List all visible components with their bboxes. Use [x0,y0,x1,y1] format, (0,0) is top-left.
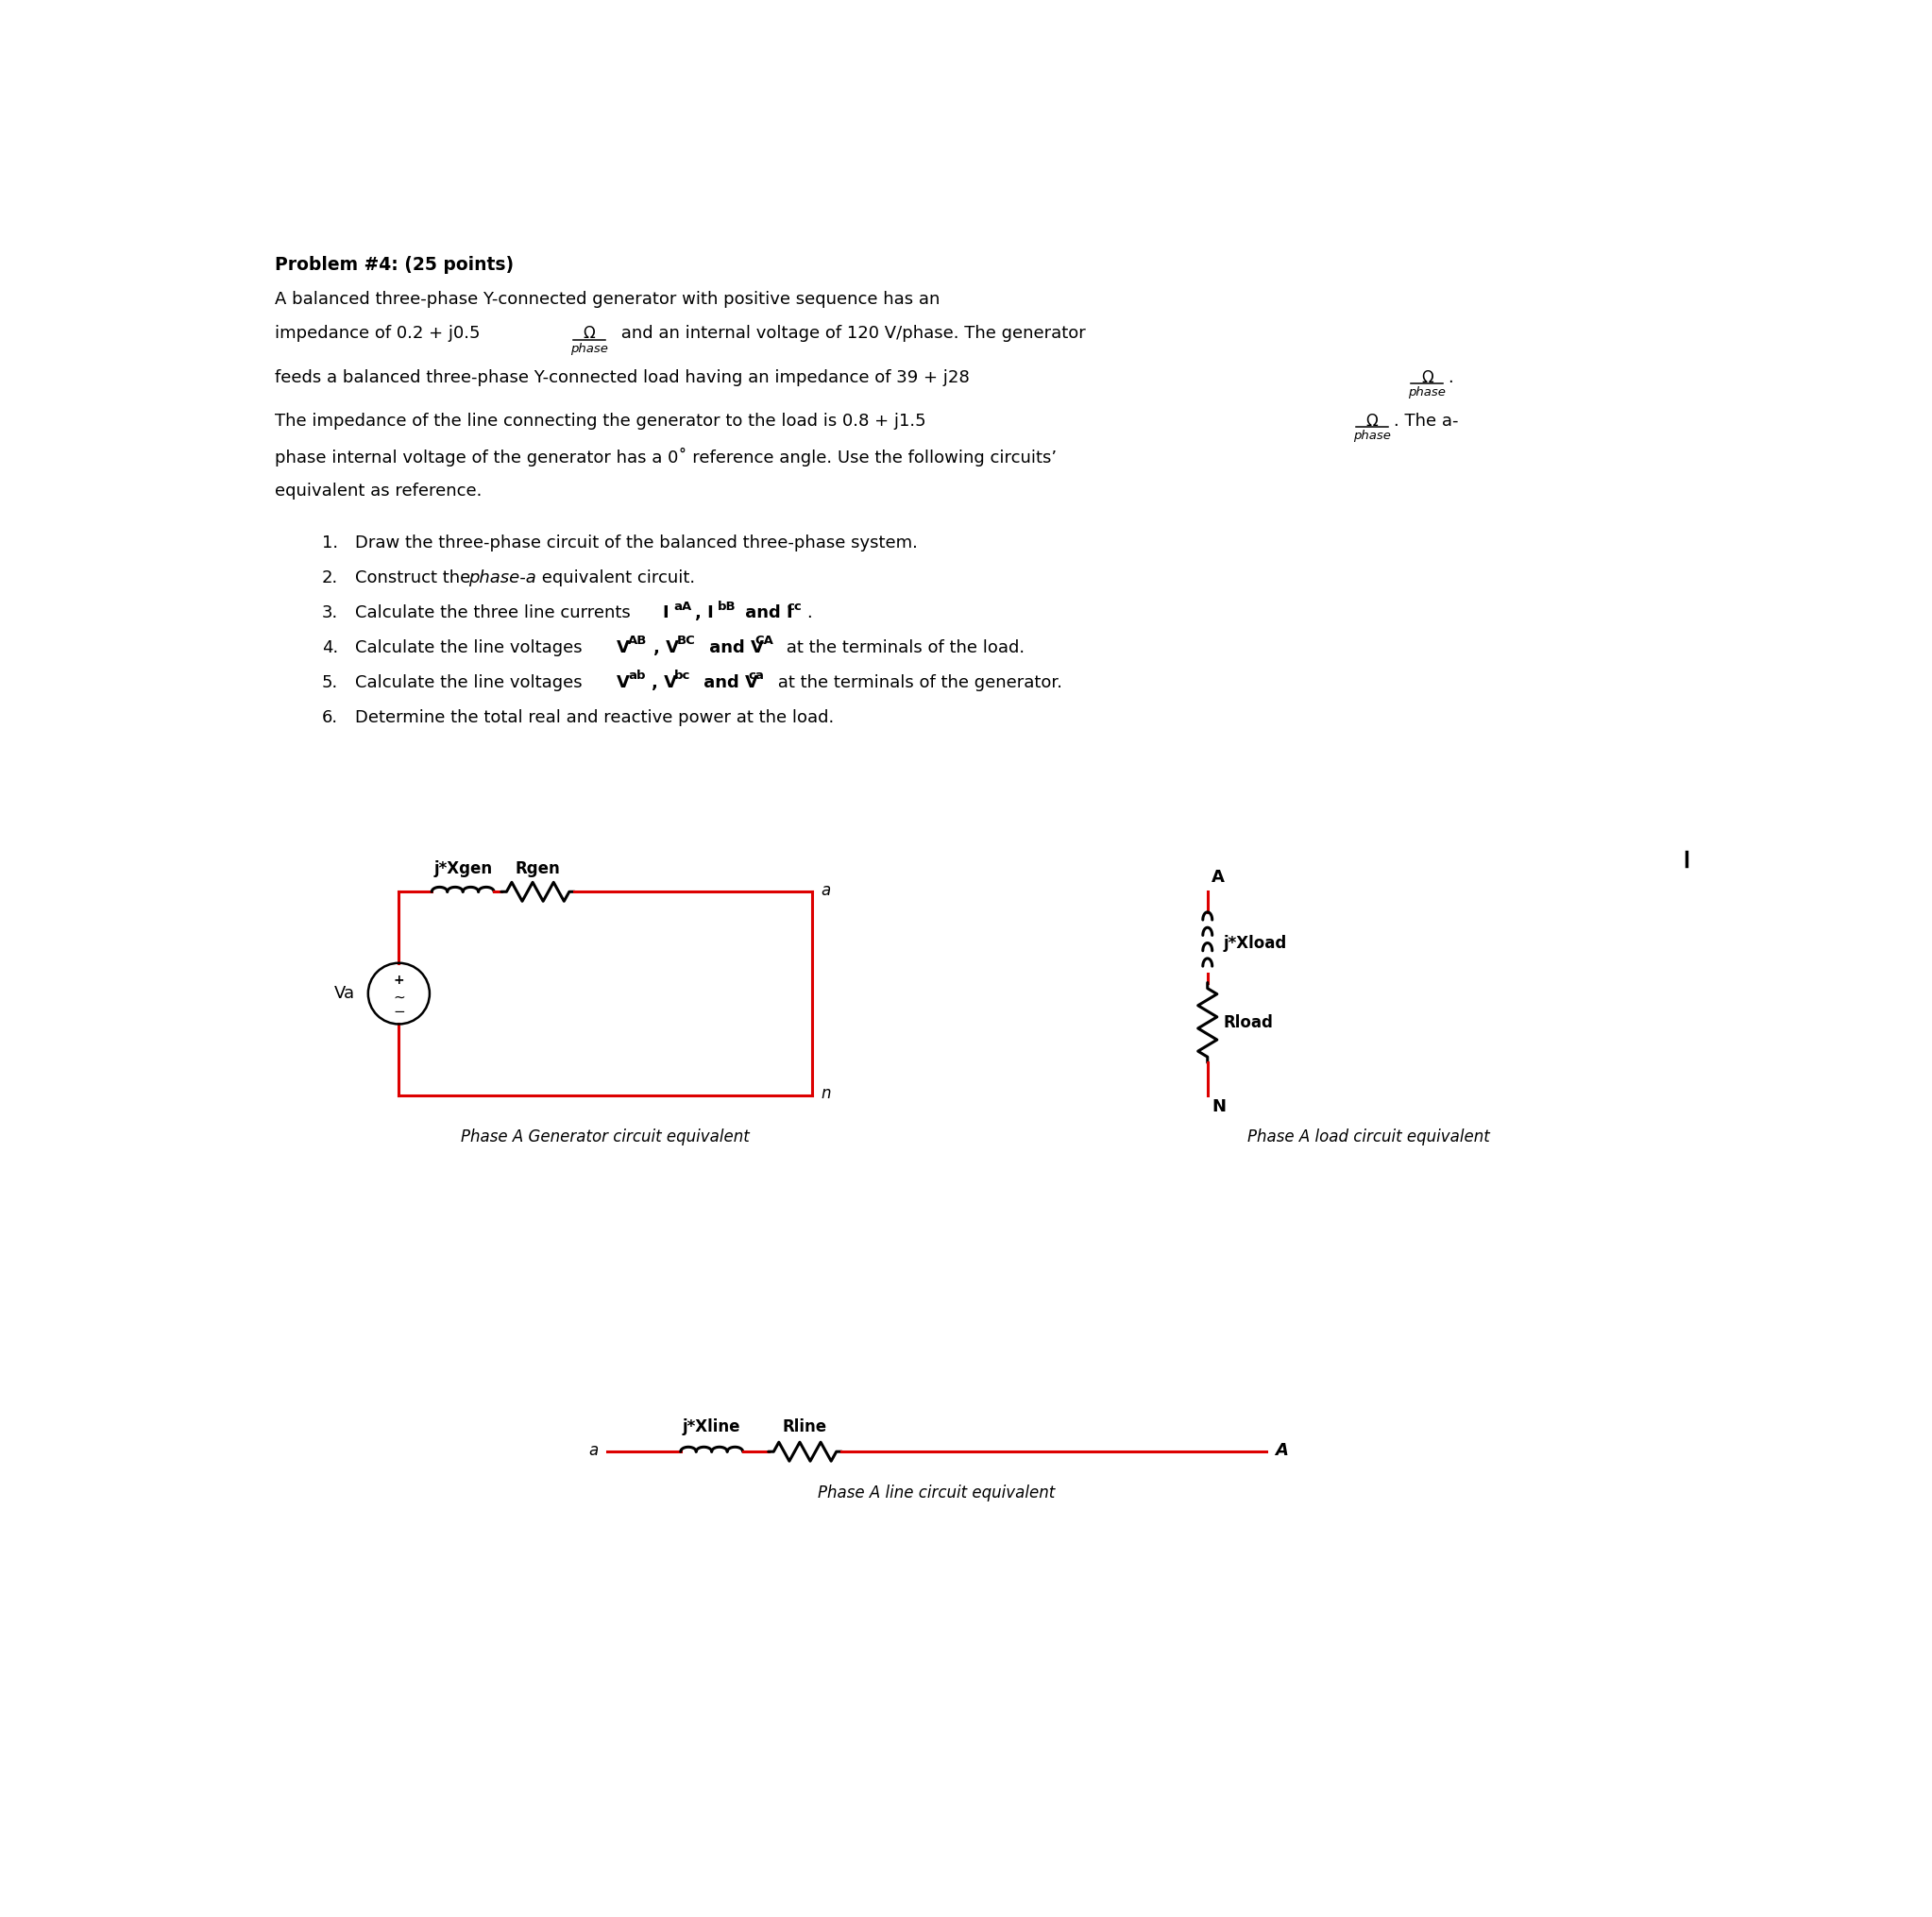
Text: .: . [806,604,811,621]
Text: +: + [394,974,404,987]
Text: ~: ~ [392,989,406,1005]
Text: Rline: Rline [782,1419,827,1436]
Text: Phase A line circuit equivalent: Phase A line circuit equivalent [817,1484,1055,1501]
Text: Va: Va [334,985,355,1003]
Text: a: a [821,882,831,899]
Text: cc: cc [786,600,802,612]
Text: V: V [616,675,630,692]
Text: at the terminals of the load.: at the terminals of the load. [781,640,1024,656]
Text: j*Xgen: j*Xgen [433,861,493,878]
Text: Calculate the three line currents: Calculate the three line currents [355,604,636,621]
Text: bc: bc [674,669,690,682]
Text: phase internal voltage of the generator has a 0˚ reference angle. Use the follow: phase internal voltage of the generator … [274,447,1057,466]
Text: equivalent as reference.: equivalent as reference. [274,483,481,498]
Text: 5.: 5. [323,675,338,692]
Text: The impedance of the line connecting the generator to the load is 0.8 + j1.5: The impedance of the line connecting the… [274,412,931,429]
Text: A: A [1275,1442,1289,1459]
Text: Calculate the line voltages: Calculate the line voltages [355,640,587,656]
Text: , V: , V [653,640,678,656]
Text: j*Xload: j*Xload [1223,934,1287,951]
Text: and an internal voltage of 120 V/phase. The generator: and an internal voltage of 120 V/phase. … [616,326,1086,343]
Text: a: a [589,1442,599,1459]
Text: I: I [663,604,668,621]
Text: .: . [1447,368,1453,385]
Text: 6.: 6. [323,709,338,727]
Text: j*Xline: j*Xline [682,1419,740,1436]
Text: −: − [392,1005,406,1018]
Text: phase: phase [1408,387,1445,399]
Text: A: A [1211,868,1225,886]
Text: 4.: 4. [323,640,338,656]
Text: Problem #4: (25 points): Problem #4: (25 points) [274,255,514,274]
Text: Ω: Ω [1422,368,1434,385]
Text: and V: and V [697,675,757,692]
Text: AB: AB [628,635,647,648]
Text: 1.: 1. [323,535,338,552]
Text: n: n [821,1085,831,1102]
Text: , I: , I [696,604,715,621]
Text: Ω: Ω [583,326,595,343]
Text: aA: aA [672,600,692,612]
Text: and V: and V [703,640,763,656]
Text: phase-a: phase-a [468,569,535,587]
Text: and I: and I [740,604,792,621]
Text: CA: CA [755,635,773,648]
Text: N: N [1211,1098,1227,1116]
Text: Rload: Rload [1223,1014,1273,1031]
Text: equivalent circuit.: equivalent circuit. [537,569,696,587]
Text: ca: ca [748,669,765,682]
Text: Phase A load circuit equivalent: Phase A load circuit equivalent [1248,1127,1490,1144]
Text: BC: BC [676,635,696,648]
Text: Rgen: Rgen [516,861,560,878]
Text: Construct the: Construct the [355,569,475,587]
Text: ab: ab [628,669,645,682]
Text: bB: bB [717,600,736,612]
Text: Draw the three-phase circuit of the balanced three-phase system.: Draw the three-phase circuit of the bala… [355,535,918,552]
Text: Phase A Generator circuit equivalent: Phase A Generator circuit equivalent [462,1127,750,1144]
Text: feeds a balanced three-phase Y-connected load having an impedance of 39 + j28: feeds a balanced three-phase Y-connected… [274,368,974,385]
Text: 3.: 3. [323,604,338,621]
Text: at the terminals of the generator.: at the terminals of the generator. [773,675,1063,692]
Text: V: V [616,640,630,656]
Text: phase: phase [1352,429,1391,443]
Text: A balanced three-phase Y-connected generator with positive sequence has an: A balanced three-phase Y-connected gener… [274,289,939,307]
Text: Calculate the line voltages: Calculate the line voltages [355,675,587,692]
Text: phase: phase [570,343,609,355]
Text: Ω: Ω [1366,412,1378,429]
Text: 2.: 2. [323,569,338,587]
Text: . The a-: . The a- [1395,412,1459,429]
Text: , V: , V [651,675,676,692]
Text: Determine the total real and reactive power at the load.: Determine the total real and reactive po… [355,709,835,727]
Text: impedance of 0.2 + j0.5: impedance of 0.2 + j0.5 [274,326,485,343]
